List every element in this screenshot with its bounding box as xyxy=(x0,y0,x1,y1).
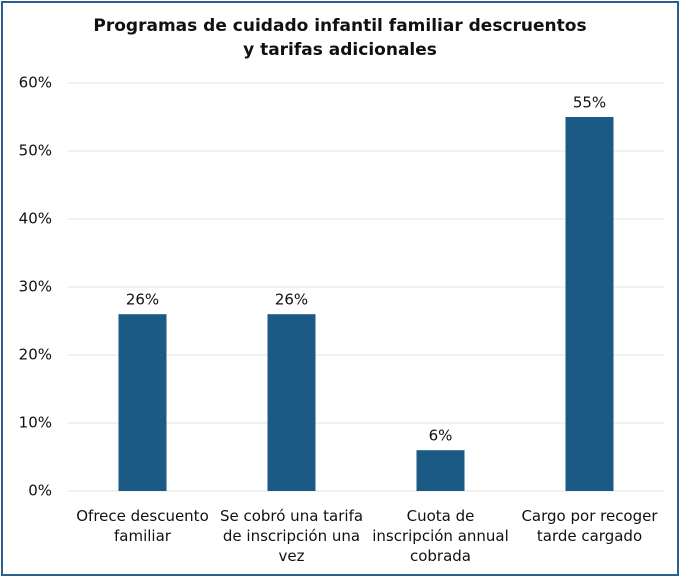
data-label: 26% xyxy=(126,291,159,309)
y-tick-label: 0% xyxy=(28,482,52,500)
x-tick-label: Cuota de inscripción annual cobrada xyxy=(372,507,509,565)
bar xyxy=(416,450,465,491)
y-tick-label: 40% xyxy=(19,210,52,228)
data-label: 55% xyxy=(573,94,606,112)
data-label: 26% xyxy=(275,291,308,309)
bar xyxy=(267,314,316,491)
y-tick-label: 10% xyxy=(19,414,52,432)
y-tick-label: 20% xyxy=(19,346,52,364)
chart-title: Programas de cuidado infantil familiar d… xyxy=(93,16,587,60)
y-tick-label: 30% xyxy=(19,278,52,296)
x-tick-label: Cargo por recoger tarde cargado xyxy=(521,507,658,545)
bar xyxy=(118,314,167,491)
y-tick-label: 50% xyxy=(19,142,52,160)
data-label: 6% xyxy=(429,427,453,445)
y-tick-label: 60% xyxy=(19,74,52,92)
x-tick-label: Ofrece descuento familiar xyxy=(76,507,209,545)
x-tick-label: Se cobró una tarifa de inscripción una v… xyxy=(219,507,364,565)
bar xyxy=(565,117,614,491)
